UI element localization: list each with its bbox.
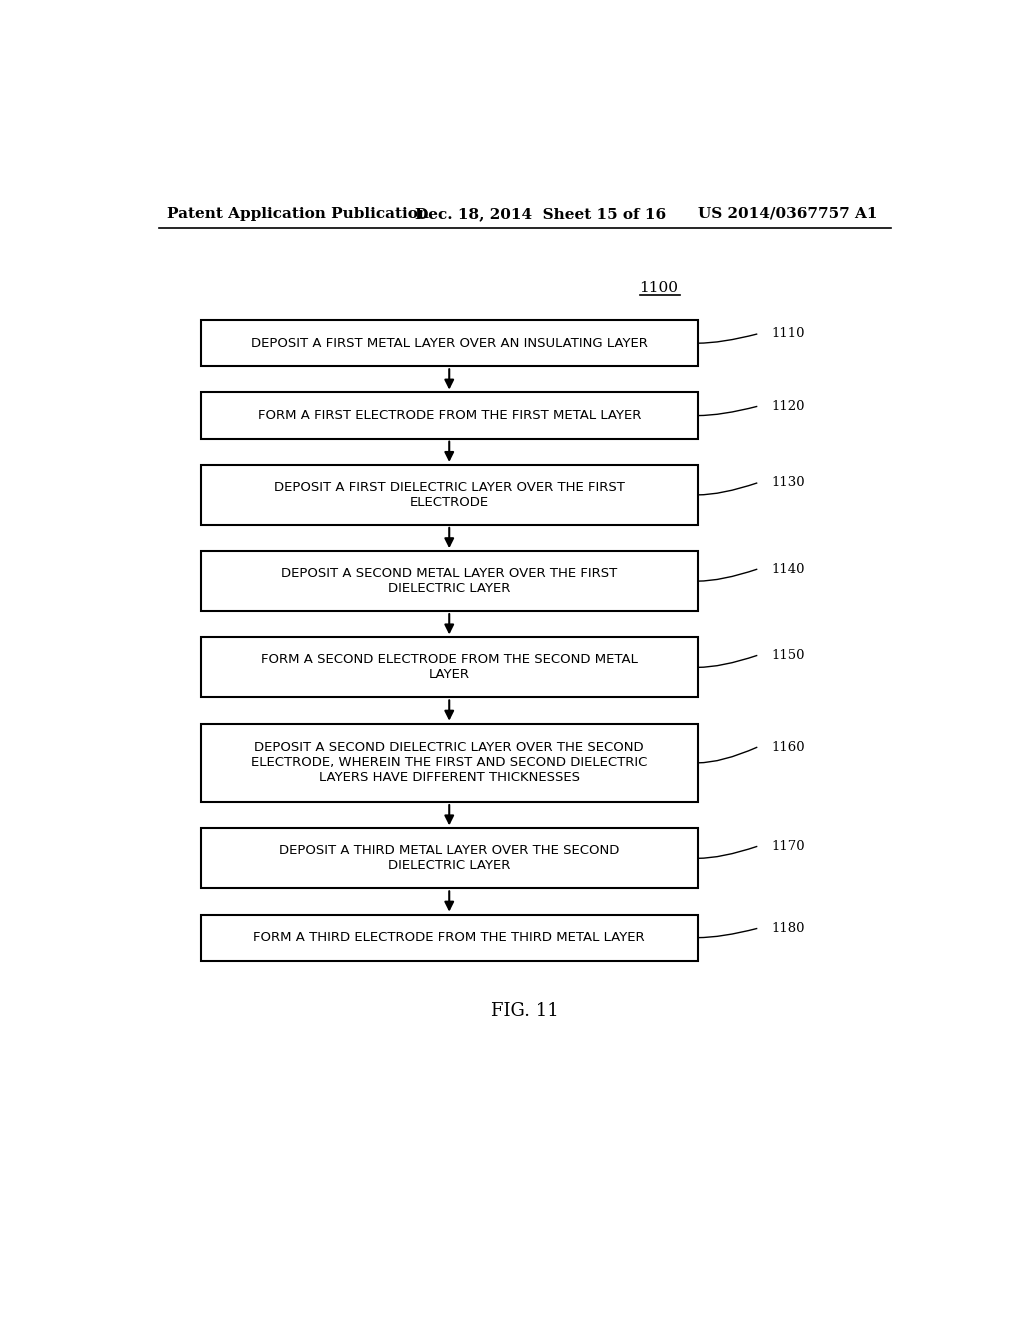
Text: Patent Application Publication: Patent Application Publication <box>167 207 429 220</box>
Bar <box>201 392 697 438</box>
Bar <box>201 723 697 803</box>
Text: 1130: 1130 <box>771 477 805 490</box>
Bar <box>201 465 697 525</box>
Bar <box>201 915 697 961</box>
Text: FIG. 11: FIG. 11 <box>490 1002 559 1020</box>
Bar <box>201 829 697 888</box>
Text: 1160: 1160 <box>771 741 805 754</box>
Text: DEPOSIT A FIRST METAL LAYER OVER AN INSULATING LAYER: DEPOSIT A FIRST METAL LAYER OVER AN INSU… <box>251 337 647 350</box>
Text: FORM A FIRST ELECTRODE FROM THE FIRST METAL LAYER: FORM A FIRST ELECTRODE FROM THE FIRST ME… <box>258 409 641 422</box>
Text: 1120: 1120 <box>771 400 805 413</box>
Text: FORM A THIRD ELECTRODE FROM THE THIRD METAL LAYER: FORM A THIRD ELECTRODE FROM THE THIRD ME… <box>253 931 645 944</box>
Text: 1110: 1110 <box>771 327 805 341</box>
Text: DEPOSIT A SECOND METAL LAYER OVER THE FIRST
DIELECTRIC LAYER: DEPOSIT A SECOND METAL LAYER OVER THE FI… <box>282 568 617 595</box>
Text: 1100: 1100 <box>640 281 679 294</box>
Text: 1180: 1180 <box>771 921 805 935</box>
Text: DEPOSIT A SECOND DIELECTRIC LAYER OVER THE SECOND
ELECTRODE, WHEREIN THE FIRST A: DEPOSIT A SECOND DIELECTRIC LAYER OVER T… <box>251 742 647 784</box>
Text: 1150: 1150 <box>771 649 805 661</box>
Text: DEPOSIT A THIRD METAL LAYER OVER THE SECOND
DIELECTRIC LAYER: DEPOSIT A THIRD METAL LAYER OVER THE SEC… <box>280 845 620 873</box>
Text: DEPOSIT A FIRST DIELECTRIC LAYER OVER THE FIRST
ELECTRODE: DEPOSIT A FIRST DIELECTRIC LAYER OVER TH… <box>273 480 625 510</box>
Bar <box>201 321 697 367</box>
Text: FORM A SECOND ELECTRODE FROM THE SECOND METAL
LAYER: FORM A SECOND ELECTRODE FROM THE SECOND … <box>261 653 638 681</box>
Text: 1140: 1140 <box>771 562 805 576</box>
Text: Dec. 18, 2014  Sheet 15 of 16: Dec. 18, 2014 Sheet 15 of 16 <box>415 207 666 220</box>
Bar <box>201 552 697 611</box>
Text: US 2014/0367757 A1: US 2014/0367757 A1 <box>697 207 878 220</box>
Bar <box>201 638 697 697</box>
Text: 1170: 1170 <box>771 840 805 853</box>
